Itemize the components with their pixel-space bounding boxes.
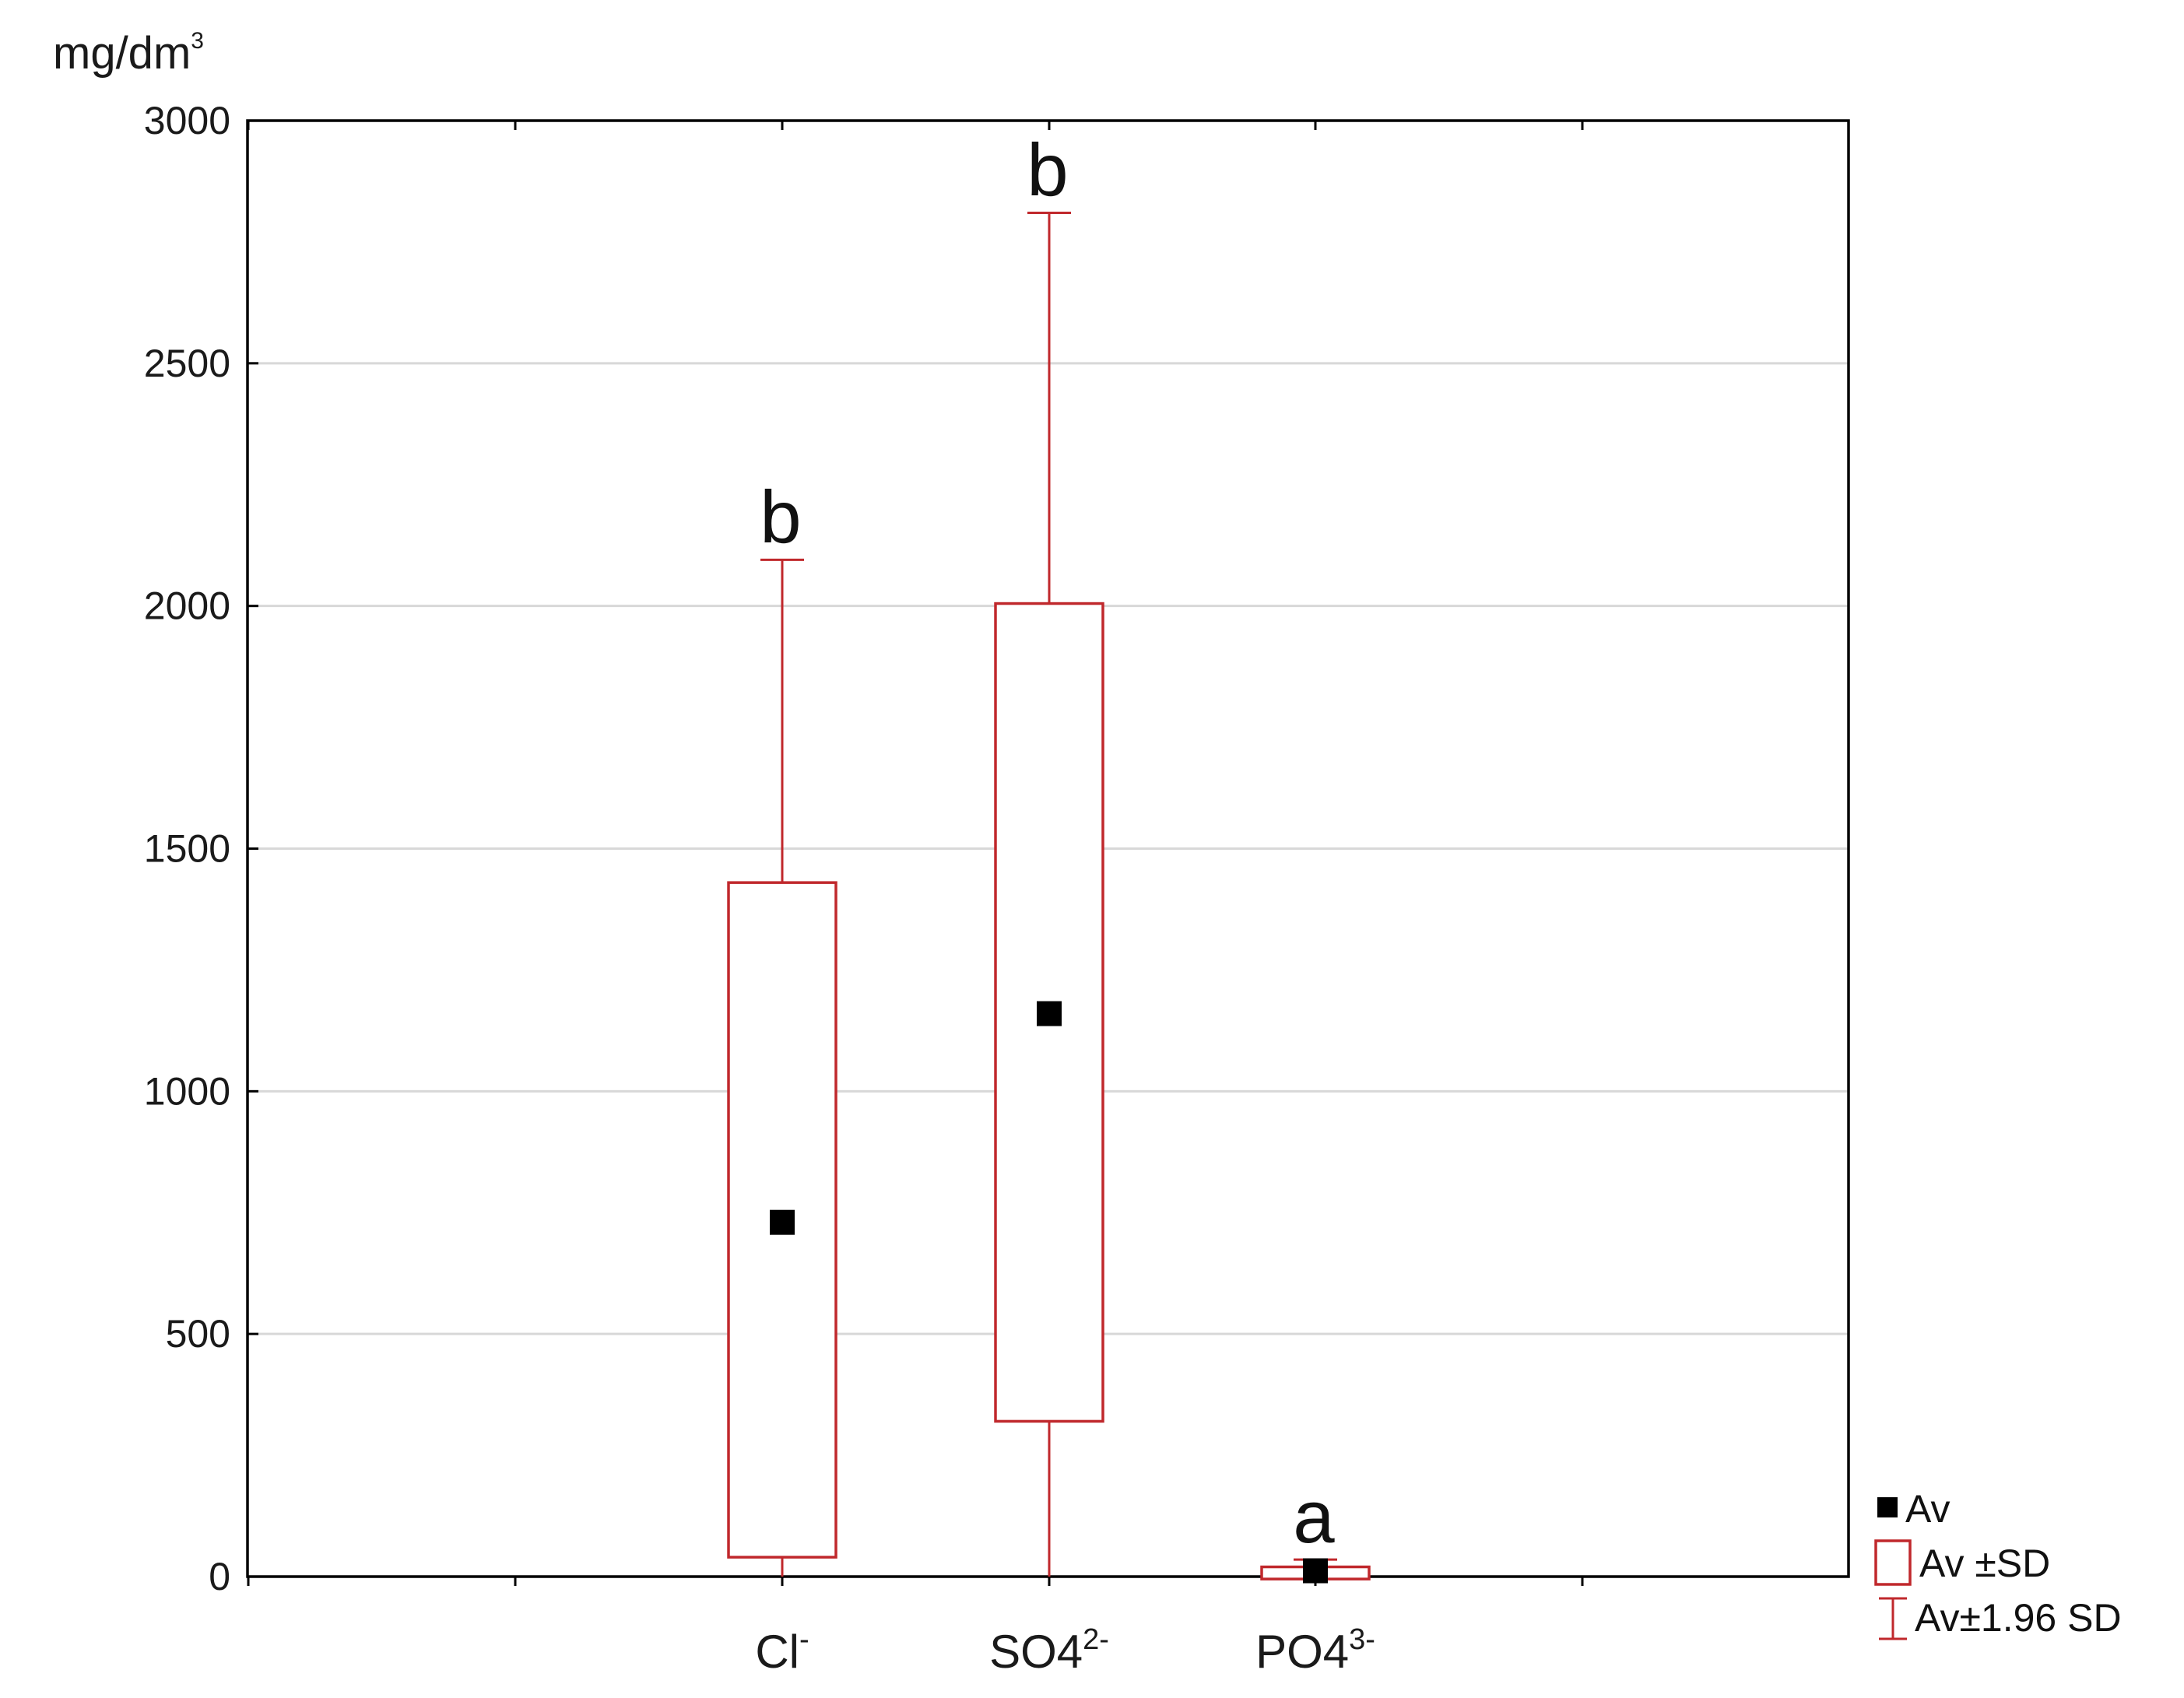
significance-letter: b (1027, 128, 1068, 212)
y-tick-label: 2000 (144, 584, 230, 628)
y-tick-label: 1500 (144, 827, 230, 871)
category-superscript: 2- (1083, 1623, 1109, 1656)
category-subscript: 4 (1057, 1626, 1083, 1678)
legend-label-sd: Av ±SD (1919, 1542, 2050, 1585)
significance-letter: a (1293, 1475, 1335, 1559)
y-tick-label: 0 (209, 1555, 230, 1598)
legend-sd-box (1874, 1539, 1912, 1586)
mean-marker (1037, 1001, 1062, 1026)
category-subscript: 4 (1323, 1626, 1349, 1678)
y-tick-label: 500 (166, 1312, 230, 1356)
mean-marker (1303, 1558, 1328, 1584)
labels: 0 500 1000 1500 2000 2500 3000 mg/dm3 b b a Cl- SO42… (53, 28, 1375, 1678)
legend-label-av: Av (1905, 1487, 1950, 1531)
y-axis-unit-superscript: 3 (191, 28, 204, 54)
boxes (727, 211, 1371, 1584)
category-superscript: 3- (1349, 1623, 1375, 1656)
x-category-label: SO42- (989, 1623, 1109, 1678)
y-tick-label: 2500 (144, 342, 230, 385)
x-category-label: PO43- (1255, 1623, 1375, 1678)
mean-marker (770, 1209, 795, 1235)
y-tick-label: 1000 (144, 1069, 230, 1113)
category-superscript: - (799, 1623, 809, 1656)
y-tick-label: 3000 (144, 99, 230, 142)
y-axis-unit-label: mg/dm3 (53, 28, 204, 79)
legend-label-ci: Av±1.96 SD (1915, 1596, 2122, 1640)
legend: Av Av ±SD Av±1.96 SD (1874, 1487, 2122, 1640)
x-category-label: Cl- (755, 1623, 809, 1678)
legend-mean-marker (1877, 1497, 1898, 1517)
significance-letter: b (760, 475, 801, 559)
